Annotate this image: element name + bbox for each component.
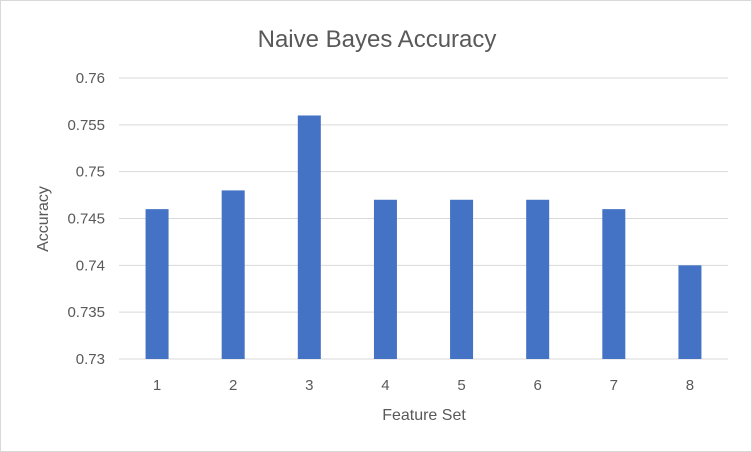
bar (373, 199, 397, 359)
y-axis-title: Accuracy (35, 186, 52, 252)
y-tick-label: 0.735 (67, 304, 105, 321)
x-tick-label: 6 (534, 377, 542, 394)
bars (145, 115, 702, 359)
x-axis-title: Feature Set (382, 407, 466, 424)
x-tick-label: 7 (610, 377, 618, 394)
y-axis-ticks: 0.73 0.735 0.74 0.745 0.75 0.755 0.76 (67, 70, 105, 368)
bar (221, 190, 245, 359)
chart-title: Naive Bayes Accuracy (258, 26, 497, 53)
x-tick-label: 3 (305, 377, 313, 394)
y-tick-label: 0.76 (76, 70, 105, 87)
x-tick-label: 8 (686, 377, 694, 394)
bar (526, 199, 550, 359)
bar (297, 115, 321, 359)
bar (678, 265, 702, 359)
x-tick-label: 5 (457, 377, 465, 394)
y-tick-label: 0.755 (67, 117, 105, 134)
x-tick-label: 2 (229, 377, 237, 394)
y-tick-label: 0.74 (76, 257, 105, 274)
y-tick-label: 0.745 (67, 211, 105, 228)
bar (450, 199, 474, 359)
bar (602, 209, 626, 359)
x-tick-label: 4 (381, 377, 389, 394)
y-tick-label: 0.73 (76, 351, 105, 368)
y-tick-label: 0.75 (76, 164, 105, 181)
x-axis-ticks: 1 2 3 4 5 6 7 8 (153, 377, 694, 394)
bar (145, 209, 169, 359)
gridlines (119, 77, 728, 360)
x-tick-label: 1 (153, 377, 161, 394)
